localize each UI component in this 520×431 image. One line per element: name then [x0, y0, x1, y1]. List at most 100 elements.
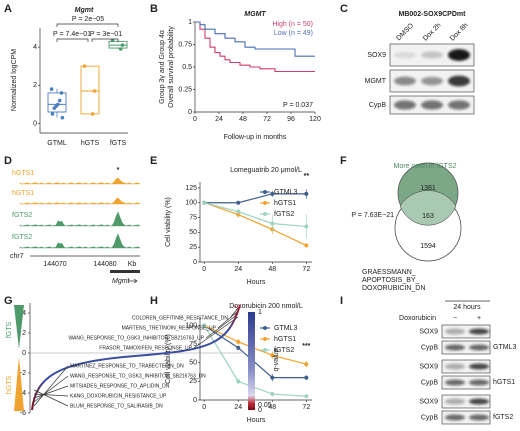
y-tick-label: 0.75 — [178, 41, 192, 48]
marker — [304, 375, 309, 380]
marker — [270, 191, 275, 196]
gene-set: KANG_DOXORUBICIN_RESISTANCE_UP — [70, 393, 167, 399]
row-label: CypB — [421, 379, 438, 386]
marker — [270, 221, 275, 226]
marker — [202, 200, 207, 205]
y-tick-label: 50 — [189, 229, 197, 236]
row-label: MGMT — [365, 78, 387, 85]
lane-label: Dox 2h — [422, 22, 443, 43]
significance: * — [234, 313, 237, 320]
y-axis-label: Cell viability (%) — [165, 334, 172, 384]
panel-label: D — [4, 155, 12, 167]
band — [421, 100, 443, 110]
gene-label: Mgmt — [112, 278, 131, 285]
set-name: DOXORUBICIN_DN — [362, 285, 425, 292]
p-value: P = 0.037 — [283, 102, 313, 109]
band — [421, 51, 443, 59]
panel-label: G — [4, 295, 13, 307]
x-tick-label: fGTS — [110, 140, 127, 147]
y-tick-label: -4 — [20, 390, 26, 397]
x-tick-label: 48 — [239, 116, 247, 123]
group-label: fGTS — [6, 322, 13, 339]
y-axis-label: Group 3γ and Group 4α — [159, 30, 166, 104]
gene-arrow — [128, 278, 138, 284]
chart-title: Mgmt — [75, 7, 94, 14]
legend-marker — [263, 337, 267, 341]
legend-label: hGTS1 — [274, 200, 296, 207]
x-tick-label: 48 — [268, 404, 276, 411]
cell-line-label: hGTS1 — [493, 379, 515, 386]
legend-label: hGTS1 — [274, 336, 296, 343]
row-label: CypB — [421, 414, 438, 421]
legend-label: GTML3 — [274, 189, 297, 196]
y-tick-label: 75 — [189, 214, 197, 221]
y-tick-label: 100 — [185, 322, 197, 329]
bracket — [91, 38, 119, 42]
leader — [33, 365, 69, 407]
point — [120, 43, 125, 47]
y-tick-label: 2 — [33, 82, 37, 89]
x-tick-label: 72 — [302, 404, 310, 411]
panel-label: B — [150, 3, 158, 15]
y-tick-label: 0 — [22, 350, 26, 357]
y-tick-label: 100 — [185, 200, 197, 207]
band — [445, 398, 465, 405]
x-tick-label: 48 — [268, 266, 276, 273]
colorbar — [248, 312, 255, 410]
count: 163 — [422, 213, 434, 220]
box — [47, 92, 67, 113]
point — [52, 106, 57, 110]
blot-frame — [441, 340, 491, 355]
y-tick-label: 50 — [189, 360, 197, 367]
blot-frame — [441, 359, 491, 374]
colorbar-tick: 0 — [258, 407, 262, 414]
y-tick-label: 25 — [189, 378, 197, 385]
ranked-curve — [31, 304, 241, 411]
blot-frame — [441, 375, 491, 390]
marker — [236, 345, 241, 350]
cell-line-label: GTML3 — [493, 344, 516, 351]
leader — [193, 316, 239, 349]
track-label: hGTS1 — [12, 170, 34, 177]
leader — [205, 313, 239, 339]
marker — [202, 323, 207, 328]
legend-label: Low (n = 49) — [274, 30, 313, 37]
x-tick-label: 72 — [302, 266, 310, 273]
gene-set: WANG_RESPONSE_TO_GSK3_INHIBITOR_SB216763… — [70, 373, 206, 379]
gene-set: WANG_RESPONSE_TO_GSK3_INHIBITOR_SB216763… — [68, 335, 204, 341]
leader — [33, 389, 69, 407]
condition-label: − — [453, 315, 457, 322]
y-tick-label: 25 — [189, 244, 197, 251]
p-value: P = 7.63E−21 — [351, 212, 394, 219]
band — [445, 344, 465, 351]
marker — [304, 224, 309, 229]
blot-frame — [441, 394, 491, 409]
track — [19, 233, 141, 249]
blot-header: 24 hours — [453, 304, 481, 311]
treatment-label: Doxorubicin — [399, 315, 436, 322]
x-axis-label: Hours — [247, 417, 266, 424]
survival-curve — [195, 21, 315, 57]
leader — [217, 310, 239, 329]
group-wedge — [14, 357, 24, 411]
track — [19, 211, 141, 227]
legend-label: fGTS2 — [274, 211, 294, 218]
legend-marker — [263, 212, 267, 216]
band — [448, 75, 470, 87]
set-name: GRAESSMANN_ — [362, 269, 416, 276]
y-tick-label: 0 — [193, 397, 197, 404]
survival-curve — [195, 21, 315, 73]
cell-line-label: fGTS2 — [493, 414, 513, 421]
y-tick-label: 0 — [188, 109, 192, 116]
significance: ** — [304, 173, 310, 180]
legend-label: GTML3 — [274, 325, 297, 332]
band — [394, 76, 416, 86]
x-tick-label: hGTS — [81, 140, 100, 147]
point — [49, 87, 54, 91]
marker — [304, 191, 309, 196]
track — [19, 197, 141, 205]
point — [60, 115, 65, 120]
coordinate-label: 144080 — [93, 261, 116, 268]
marker — [304, 394, 309, 399]
